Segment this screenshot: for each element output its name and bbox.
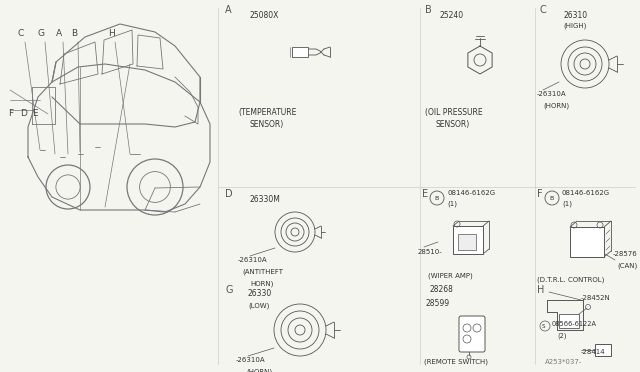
Text: B: B [71, 29, 77, 38]
Text: -26310A: -26310A [236, 357, 266, 363]
Text: (WIPER AMP): (WIPER AMP) [428, 273, 473, 279]
Text: -28576: -28576 [613, 251, 637, 257]
Text: G: G [38, 29, 45, 38]
Text: A253*037-: A253*037- [545, 359, 582, 365]
Text: 26310: 26310 [563, 10, 587, 19]
Bar [595, 344, 611, 356]
Bar [570, 227, 604, 257]
Text: (1): (1) [447, 201, 457, 207]
Text: (REMOTE SWITCH): (REMOTE SWITCH) [424, 359, 488, 365]
Text: (OIL PRESSURE: (OIL PRESSURE [425, 108, 483, 116]
Text: F: F [537, 189, 543, 199]
Text: 28510-: 28510- [418, 249, 443, 255]
Text: D: D [225, 189, 232, 199]
Text: 25240: 25240 [440, 12, 464, 20]
Text: H: H [108, 29, 115, 38]
Text: SENSOR): SENSOR) [250, 119, 284, 128]
Text: 26330M: 26330M [250, 196, 281, 205]
Bar [453, 226, 483, 254]
Text: E: E [32, 109, 38, 119]
Bar [559, 314, 579, 328]
Text: SENSOR): SENSOR) [435, 119, 469, 128]
Bar [458, 234, 476, 250]
FancyBboxPatch shape [459, 316, 485, 352]
Text: 28599: 28599 [425, 299, 449, 308]
Text: E: E [422, 189, 428, 199]
Text: A: A [56, 29, 62, 38]
Text: (TEMPERATURE: (TEMPERATURE [238, 108, 296, 116]
FancyBboxPatch shape [292, 47, 308, 57]
Text: (2): (2) [557, 333, 566, 339]
Text: HORN): HORN) [250, 281, 273, 287]
Text: S: S [542, 324, 545, 328]
Text: -26310A: -26310A [537, 91, 566, 97]
Text: (HORN): (HORN) [246, 369, 272, 372]
Text: (CAN): (CAN) [617, 263, 637, 269]
Text: 08146-6162G: 08146-6162G [562, 190, 610, 196]
Text: A: A [225, 5, 232, 15]
Text: (LOW): (LOW) [248, 303, 269, 309]
Text: -26310A: -26310A [238, 257, 268, 263]
Text: B: B [549, 196, 553, 201]
Text: -28414: -28414 [581, 349, 605, 355]
Text: G: G [225, 285, 232, 295]
Text: (1): (1) [562, 201, 572, 207]
Text: 08146-6162G: 08146-6162G [447, 190, 495, 196]
Text: -28452N: -28452N [581, 295, 611, 301]
Text: C: C [540, 5, 547, 15]
Text: H: H [537, 285, 545, 295]
Text: (D.T.R.L. CONTROL): (D.T.R.L. CONTROL) [537, 277, 604, 283]
Text: D: D [20, 109, 27, 119]
Text: B: B [425, 5, 432, 15]
Text: C: C [18, 29, 24, 38]
Text: 26330: 26330 [248, 289, 272, 298]
Text: (HIGH): (HIGH) [563, 23, 586, 29]
Text: F: F [8, 109, 13, 119]
Text: 25080X: 25080X [250, 12, 280, 20]
Text: B: B [434, 196, 438, 201]
Text: (ANTITHEFT: (ANTITHEFT [242, 269, 283, 275]
Text: 08566-6122A: 08566-6122A [552, 321, 597, 327]
Text: (HORN): (HORN) [543, 103, 569, 109]
Text: 28268: 28268 [430, 285, 454, 295]
